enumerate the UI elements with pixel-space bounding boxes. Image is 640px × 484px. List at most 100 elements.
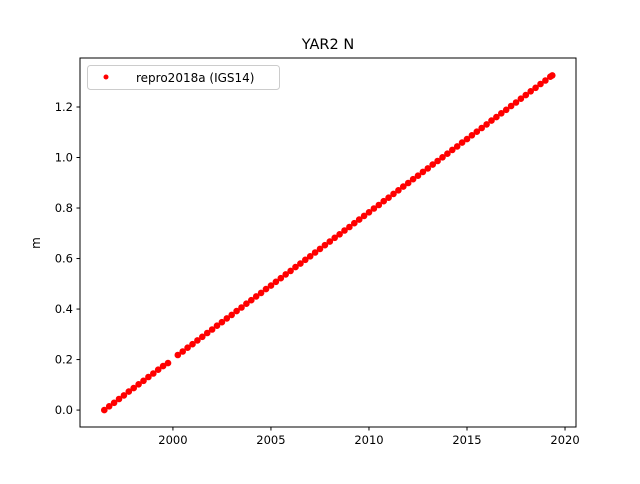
data-point (370, 205, 378, 212)
data-point (346, 223, 353, 231)
data-point (302, 256, 309, 264)
data-point (434, 157, 441, 165)
data-point (341, 227, 348, 234)
data-point (316, 245, 324, 253)
data-point (252, 293, 260, 300)
data-point (444, 150, 451, 157)
data-point (243, 300, 250, 308)
data-point (527, 88, 534, 95)
y-tick-label: 0.4 (55, 302, 73, 316)
y-axis-ticks: 0.0 0.2 0.4 0.6 0.8 1.0 1.2 (55, 100, 80, 417)
data-point (400, 183, 407, 190)
legend-box (87, 65, 280, 90)
data-point (194, 337, 201, 344)
data-point (409, 175, 417, 183)
data-point (287, 267, 294, 275)
data-point (101, 406, 108, 414)
data-point (262, 285, 270, 293)
y-tick-label: 0.8 (55, 201, 73, 215)
data-point (326, 238, 334, 245)
data-point (493, 113, 500, 121)
data-point (184, 344, 191, 352)
data-point (385, 194, 392, 201)
y-axis-label: m (29, 237, 43, 249)
data-point (542, 77, 549, 84)
axes-frame (79, 57, 577, 428)
x-tick-label: 2000 (158, 433, 187, 447)
x-tick-label: 2005 (256, 433, 285, 447)
data-point (488, 117, 495, 124)
y-tick-label: 0.2 (55, 353, 73, 367)
data-point (145, 373, 152, 381)
data-point (164, 359, 172, 367)
data-point (208, 326, 216, 333)
data-point (463, 135, 471, 143)
data-point (130, 384, 137, 392)
data-points (101, 72, 556, 414)
data-point (233, 307, 240, 315)
data-point (439, 154, 446, 161)
data-point (223, 315, 231, 322)
data-point (189, 340, 196, 348)
data-point (159, 362, 167, 370)
data-point (179, 348, 186, 355)
data-point (282, 271, 290, 278)
data-point (105, 403, 113, 410)
data-point (419, 168, 427, 176)
data-point (199, 333, 206, 341)
data-point (277, 274, 285, 282)
data-point (150, 370, 157, 377)
chart-title: YAR2 N (301, 37, 354, 53)
data-point (498, 110, 505, 117)
data-point (115, 395, 123, 403)
data-point (502, 106, 510, 114)
legend-label: repro2018a (IGS14) (136, 71, 254, 85)
data-point (483, 121, 490, 128)
data-point (458, 139, 466, 146)
y-tick-label: 0.6 (55, 252, 73, 266)
data-point (140, 377, 147, 385)
data-point (257, 289, 265, 297)
data-point (110, 399, 118, 407)
data-point (365, 209, 373, 216)
data-point (390, 190, 397, 198)
data-point (203, 329, 211, 337)
y-tick-label: 1.2 (55, 100, 73, 114)
data-point (512, 99, 520, 106)
data-point (238, 304, 245, 311)
data-point (473, 128, 481, 135)
data-point (375, 201, 383, 209)
data-point (395, 187, 402, 194)
data-point (429, 161, 437, 168)
data-point (351, 219, 358, 227)
data-point (380, 197, 388, 205)
data-point (218, 318, 226, 326)
x-tick-label: 2010 (354, 433, 383, 447)
data-point (297, 260, 304, 267)
data-point (355, 216, 363, 223)
data-point (135, 381, 142, 388)
data-point (360, 212, 368, 220)
x-tick-label: 2015 (452, 433, 481, 447)
data-point (468, 132, 476, 139)
data-point (228, 311, 235, 319)
data-point (311, 249, 319, 256)
data-point (404, 179, 412, 187)
data-point (272, 278, 280, 286)
data-point (331, 234, 339, 242)
data-point (336, 231, 343, 238)
data-point (414, 172, 422, 179)
data-point (449, 146, 456, 154)
data-point (522, 91, 530, 99)
y-tick-label: 0.0 (55, 403, 73, 417)
data-point (213, 322, 221, 330)
data-point (532, 84, 539, 92)
data-point (174, 351, 182, 359)
data-point (478, 124, 486, 132)
data-point (321, 241, 329, 249)
data-point (120, 392, 128, 399)
data-point (267, 282, 275, 289)
data-point (453, 143, 461, 150)
legend: repro2018a (IGS14) (87, 65, 280, 90)
